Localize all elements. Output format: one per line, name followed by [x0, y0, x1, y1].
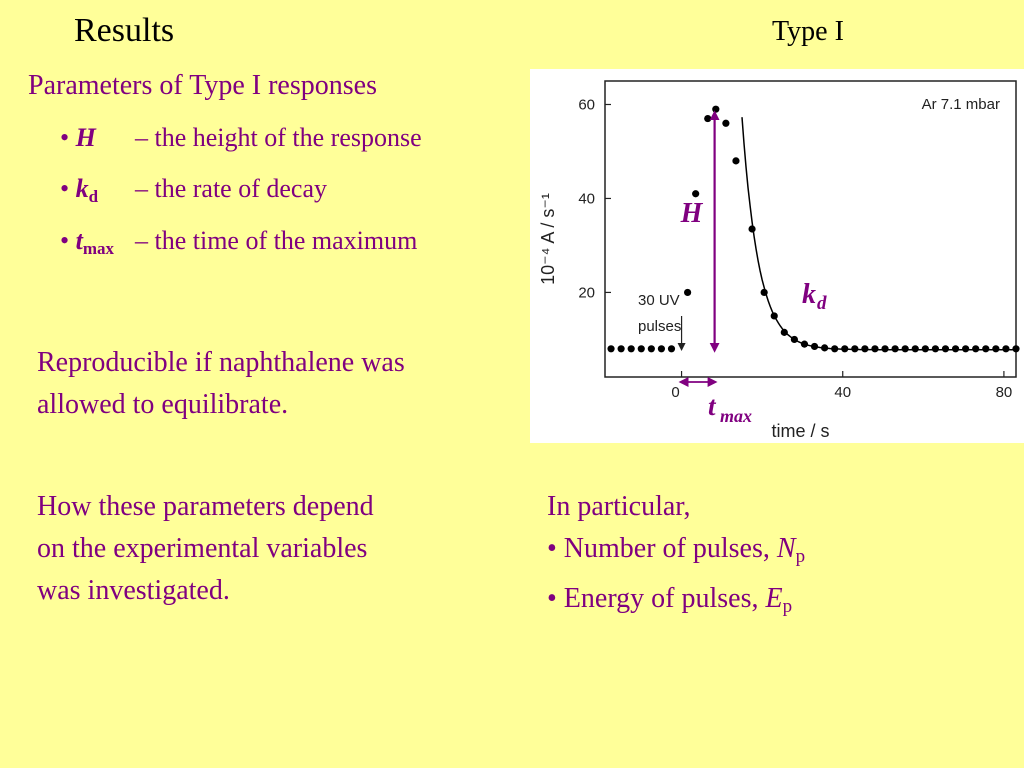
text-line: In particular, [547, 491, 691, 522]
list-item: • Energy of pulses, Ep [547, 578, 805, 628]
bullet-description: – the time of the maximum [135, 226, 418, 255]
data-point [821, 344, 829, 352]
data-point [962, 345, 970, 353]
bullet-marker: • [60, 123, 70, 152]
data-point [1012, 345, 1020, 353]
symbol-H: H [75, 123, 96, 152]
item-text: • Energy of pulses, [547, 583, 766, 614]
bullet-height: • H – the height of the response [60, 123, 422, 153]
bullet-marker: • [60, 174, 70, 203]
data-point [800, 340, 809, 348]
data-point [992, 345, 1000, 353]
label-kd-main: k [802, 279, 816, 310]
symbol-subscript: max [82, 239, 115, 258]
symbol-subscript: p [795, 546, 806, 567]
data-point [607, 345, 615, 353]
data-point [951, 345, 960, 353]
data-point [931, 345, 940, 353]
data-point [790, 335, 798, 344]
y-tick-label: 40 [578, 190, 595, 207]
text-line: on the experimental variables [37, 533, 368, 564]
data-point [901, 345, 909, 353]
investigation-note: How these parameters depend on the exper… [37, 486, 374, 612]
data-point [851, 345, 859, 353]
chart-annotation: Ar 7.1 mbar [922, 96, 1000, 113]
data-point [637, 345, 645, 353]
data-point [841, 345, 849, 353]
data-point [627, 345, 635, 353]
data-point [911, 345, 919, 353]
data-point [881, 345, 889, 353]
pulse-label-line2: pulses [638, 318, 681, 335]
data-point [722, 119, 730, 127]
symbol-subscript: p [782, 596, 793, 617]
bullet-description: – the height of the response [135, 123, 422, 152]
data-point [921, 345, 929, 353]
x-tick-label: 40 [834, 384, 851, 401]
pulse-label-line1: 30 UV [638, 292, 680, 309]
text-line: Reproducible if naphthalene was [37, 347, 405, 378]
text-line: was investigated. [37, 575, 230, 606]
text-line: How these parameters depend [37, 491, 374, 522]
symbol-N: N [776, 533, 796, 564]
text-line: allowed to equilibrate. [37, 389, 289, 420]
data-point [861, 345, 869, 353]
data-point [617, 345, 625, 353]
data-point [941, 345, 950, 353]
bullet-time-max: • tmax – the time of the maximum [60, 226, 417, 259]
symbol-t: t [75, 226, 83, 255]
fit-curve [741, 117, 1016, 351]
data-point [891, 345, 899, 353]
data-point [972, 345, 980, 353]
data-point [810, 342, 819, 351]
data-point [712, 105, 720, 113]
x-tick-label: 80 [996, 384, 1013, 401]
symbol-E: E [765, 583, 783, 614]
item-text: • Number of pulses, [547, 533, 777, 564]
data-point [684, 288, 692, 297]
data-point [760, 288, 768, 297]
symbol-k: k [75, 174, 89, 203]
label-tmax-sub: max [720, 406, 752, 426]
reproducibility-note: Reproducible if naphthalene was allowed … [37, 342, 405, 426]
data-point [647, 345, 655, 353]
bullet-decay-rate: • kd – the rate of decay [60, 174, 327, 207]
parameters-heading: Parameters of Type I responses [28, 70, 377, 101]
data-point [770, 312, 778, 320]
particulars-list: In particular, • Number of pulses, Np • … [547, 486, 805, 628]
data-point [667, 345, 676, 353]
data-point [704, 114, 712, 123]
x-axis-title: time / s [771, 421, 829, 441]
response-chart: 20 40 60 0 40 80 time / s 10⁻⁴ A / s⁻¹ Ar 7.1 mb… [530, 69, 1024, 443]
data-point [692, 190, 700, 198]
data-point [982, 345, 990, 353]
bullet-description: – the rate of decay [135, 174, 328, 203]
data-point [780, 328, 788, 336]
type-label: Type I [772, 16, 844, 47]
data-point [871, 345, 879, 353]
y-axis-title: 10⁻⁴ A / s⁻¹ [538, 193, 558, 285]
x-tick-label: 0 [671, 384, 679, 401]
list-item: • Number of pulses, Np [547, 528, 805, 578]
plot-frame [604, 80, 1017, 378]
label-kd-sub: d [817, 293, 827, 314]
data-point [1002, 345, 1010, 353]
data-point [748, 225, 756, 233]
y-tick-label: 60 [578, 96, 595, 113]
bullet-marker: • [60, 226, 70, 255]
chart-svg: 20 40 60 0 40 80 time / s 10⁻⁴ A / s⁻¹ Ar 7.1 mb… [538, 80, 1020, 441]
data-point [732, 157, 740, 165]
y-tick-label: 20 [578, 284, 595, 301]
label-tmax-main: t [708, 391, 717, 421]
data-point [831, 345, 839, 353]
label-H: H [680, 198, 704, 229]
data-point [657, 345, 666, 353]
slide-title: Results [74, 12, 175, 49]
symbol-subscript: d [88, 187, 99, 206]
